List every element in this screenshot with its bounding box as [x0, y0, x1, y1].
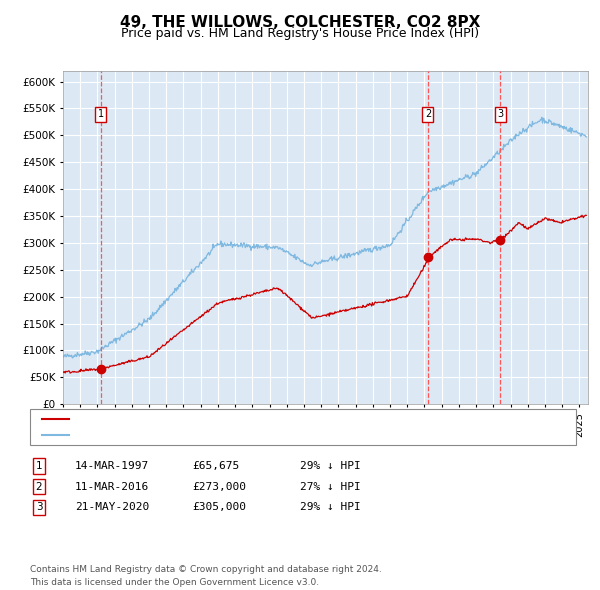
- Text: 2: 2: [425, 109, 431, 119]
- Text: 3: 3: [497, 109, 503, 119]
- Text: 11-MAR-2016: 11-MAR-2016: [75, 482, 149, 491]
- Text: 2: 2: [35, 482, 43, 491]
- Text: 27% ↓ HPI: 27% ↓ HPI: [300, 482, 361, 491]
- Text: 29% ↓ HPI: 29% ↓ HPI: [300, 503, 361, 512]
- Text: HPI: Average price, detached house, Colchester: HPI: Average price, detached house, Colc…: [75, 430, 324, 440]
- Text: 49, THE WILLOWS, COLCHESTER, CO2 8PX (detached house): 49, THE WILLOWS, COLCHESTER, CO2 8PX (de…: [75, 414, 391, 424]
- Text: 21-MAY-2020: 21-MAY-2020: [75, 503, 149, 512]
- Text: 49, THE WILLOWS, COLCHESTER, CO2 8PX: 49, THE WILLOWS, COLCHESTER, CO2 8PX: [120, 15, 480, 30]
- Text: £305,000: £305,000: [192, 503, 246, 512]
- Text: 29% ↓ HPI: 29% ↓ HPI: [300, 461, 361, 471]
- Text: 1: 1: [98, 109, 104, 119]
- Text: Price paid vs. HM Land Registry's House Price Index (HPI): Price paid vs. HM Land Registry's House …: [121, 27, 479, 40]
- Text: Contains HM Land Registry data © Crown copyright and database right 2024.
This d: Contains HM Land Registry data © Crown c…: [30, 565, 382, 587]
- Text: £65,675: £65,675: [192, 461, 239, 471]
- Text: 14-MAR-1997: 14-MAR-1997: [75, 461, 149, 471]
- Text: 3: 3: [35, 503, 43, 512]
- Text: £273,000: £273,000: [192, 482, 246, 491]
- Text: 1: 1: [35, 461, 43, 471]
